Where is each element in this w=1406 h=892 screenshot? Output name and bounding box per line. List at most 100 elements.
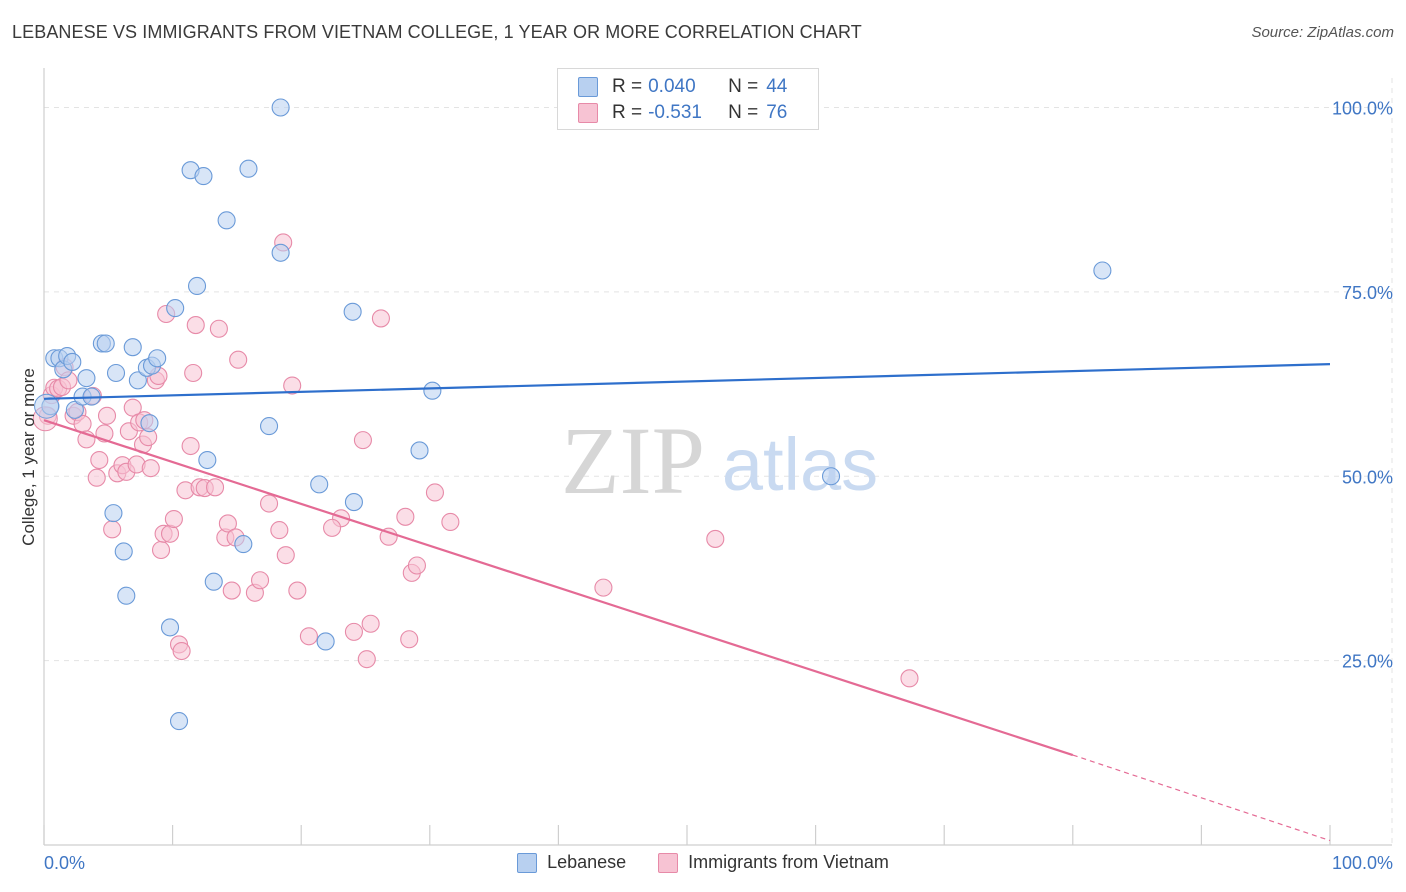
lebanese-point	[63, 352, 82, 371]
legend-label-vietnam: Immigrants from Vietnam	[688, 852, 889, 872]
lebanese-point	[821, 467, 841, 486]
vietnam-trend-line	[43, 419, 1074, 757]
legend-row-vietnam: R = -0.531 N = 76	[578, 101, 787, 125]
vietnam-point	[288, 581, 307, 600]
y-axis-label: College, 1 year or more	[19, 368, 38, 546]
vietnam-point	[90, 450, 109, 470]
legend-item-lebanese: Lebanese	[517, 852, 626, 873]
vietnam-point	[172, 641, 191, 661]
legend-r-value: 0.040	[648, 76, 696, 97]
vietnam-point	[371, 309, 390, 328]
lebanese-point	[310, 475, 329, 494]
lebanese-point	[34, 393, 60, 419]
vietnam-point	[250, 571, 270, 590]
legend-swatch-pink	[658, 852, 679, 873]
lebanese-point	[128, 371, 147, 390]
legend-row-lebanese: R = 0.040 N = 44	[578, 75, 787, 99]
legend-swatch-blue	[517, 852, 538, 873]
lebanese-point	[166, 299, 185, 318]
lebanese-point	[1093, 261, 1112, 280]
series-lebanese-points	[34, 98, 1112, 731]
legend-n-value: 76	[766, 102, 788, 123]
legend-item-vietnam: Immigrants from Vietnam	[658, 852, 889, 873]
vietnam-point	[407, 556, 426, 575]
lebanese-point	[344, 493, 363, 512]
lebanese-point	[316, 632, 335, 651]
lebanese-point	[123, 338, 142, 357]
legend-r-label: R =	[612, 102, 643, 123]
lebanese-point	[198, 450, 217, 470]
vietnam-point	[344, 622, 363, 641]
lebanese-point	[234, 535, 253, 554]
vietnam-point	[209, 319, 228, 338]
watermark-zip: ZIP	[561, 407, 705, 514]
lebanese-point	[259, 417, 279, 436]
lebanese-point	[106, 363, 126, 383]
series-legend: Lebanese Immigrants from Vietnam	[0, 852, 1406, 873]
vietnam-point	[141, 459, 160, 478]
vietnam-point	[323, 518, 342, 537]
lebanese-point	[140, 414, 159, 433]
lebanese-point	[169, 712, 189, 731]
chart-title: LEBANESE VS IMMIGRANTS FROM VIETNAM COLL…	[12, 22, 862, 42]
y-tick-label: 75.0%	[1342, 283, 1393, 303]
lebanese-point	[65, 400, 84, 419]
x-tick-label-min: 0.0%	[44, 853, 85, 873]
axes	[43, 68, 1392, 846]
lebanese-point	[410, 441, 429, 460]
watermark: ZIP atlas	[561, 407, 878, 514]
legend-swatch-pink	[578, 103, 598, 123]
vietnam-point	[270, 521, 289, 540]
vietnam-point	[205, 478, 225, 497]
lebanese-trend-line	[43, 363, 1331, 400]
lebanese-point	[187, 276, 207, 296]
lebanese-point	[77, 369, 96, 388]
lebanese-point	[117, 586, 136, 605]
legend-label-lebanese: Lebanese	[547, 852, 627, 872]
y-tick-label: 100.0%	[1332, 99, 1393, 119]
lebanese-point	[194, 167, 213, 186]
vietnam-point	[103, 520, 122, 539]
lebanese-point	[96, 334, 115, 353]
lebanese-point	[271, 98, 290, 117]
legend-n-value: 44	[766, 76, 788, 97]
lebanese-point	[160, 618, 180, 637]
series-immigrants-vietnam-points	[32, 233, 919, 688]
vietnam-point	[184, 363, 203, 383]
lebanese-point	[217, 211, 236, 230]
vietnam-point	[441, 512, 460, 532]
vietnam-point	[276, 546, 295, 565]
vietnam-point	[259, 494, 279, 513]
y-tick-label: 25.0%	[1342, 652, 1393, 672]
vietnam-point	[425, 483, 444, 502]
vietnam-point	[357, 650, 376, 669]
vietnam-point	[594, 578, 613, 597]
lebanese-point	[343, 302, 362, 321]
vietnam-point	[229, 350, 248, 369]
vietnam-point	[400, 630, 419, 649]
vietnam-point	[361, 614, 380, 633]
trend-lines	[43, 363, 1331, 842]
legend-n-label: N =	[728, 76, 759, 97]
legend-r-label: R =	[612, 76, 643, 97]
lebanese-point	[204, 572, 223, 591]
y-tick-label: 50.0%	[1342, 467, 1393, 487]
vietnam-point	[299, 627, 318, 646]
y-tick-labels: 25.0% 50.0% 75.0% 100.0%	[1332, 99, 1393, 672]
vietnam-point	[97, 406, 117, 425]
vietnam-point	[218, 514, 237, 533]
vietnam-point	[900, 669, 919, 688]
lebanese-point	[104, 504, 123, 523]
legend-swatch-blue	[578, 77, 598, 97]
vietnam-trend-extension	[1072, 754, 1331, 842]
vietnam-point	[164, 509, 183, 529]
legend-n-label: N =	[728, 102, 759, 123]
vietnam-point	[706, 529, 725, 548]
x-tick-label-max: 100.0%	[1332, 853, 1393, 873]
lebanese-point	[239, 159, 258, 178]
vietnam-point	[186, 316, 205, 335]
vietnam-point	[151, 540, 171, 560]
vietnam-point	[379, 527, 398, 546]
source-note: Source: ZipAtlas.com	[1251, 24, 1394, 41]
vietnam-point	[87, 468, 106, 487]
